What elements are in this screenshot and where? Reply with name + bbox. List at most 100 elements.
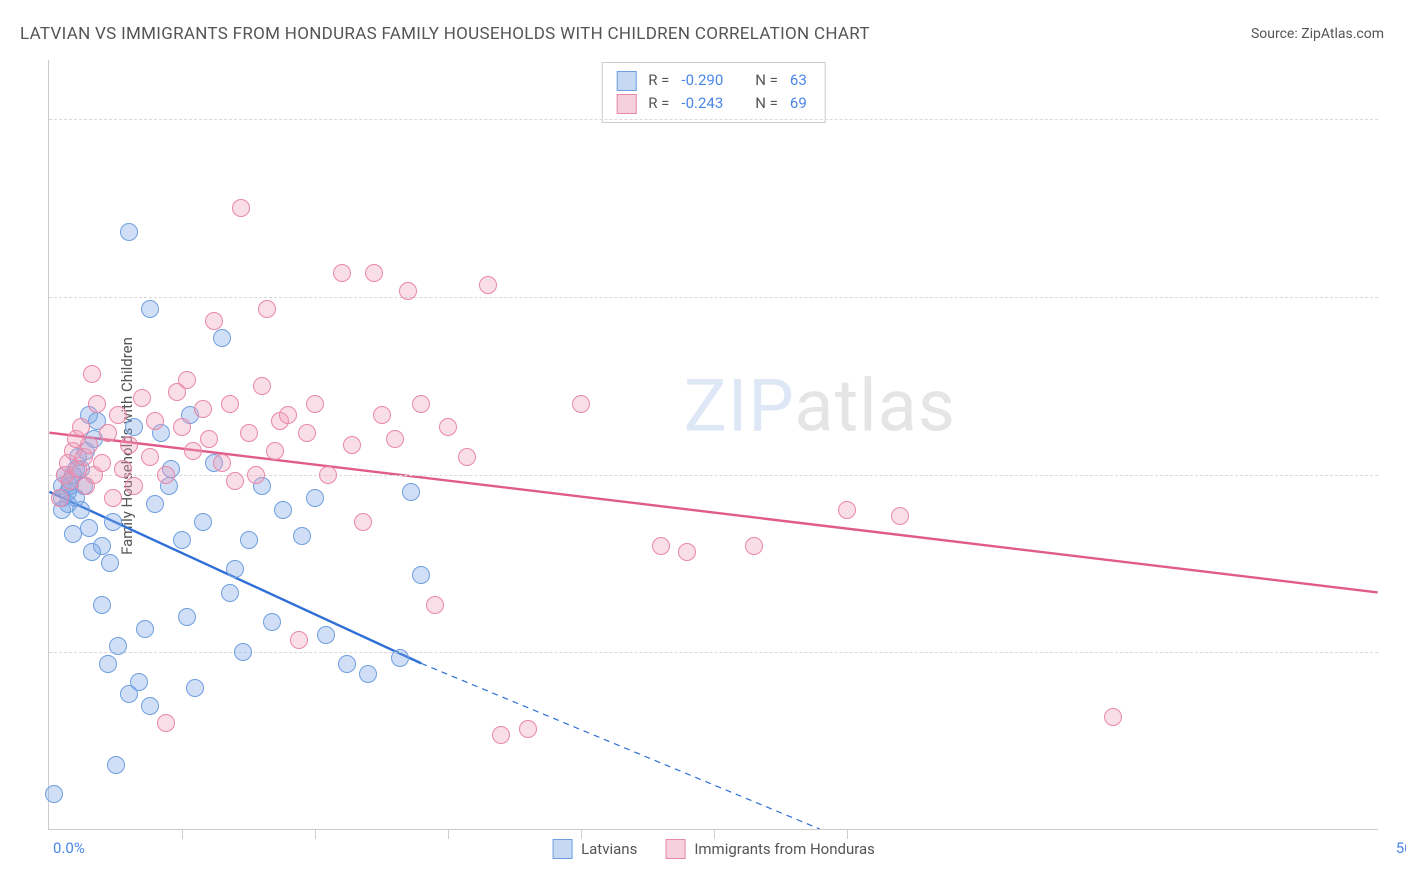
scatter-marker xyxy=(130,673,148,691)
scatter-marker xyxy=(141,300,159,318)
scatter-marker xyxy=(263,613,281,631)
watermark-zip: ZIP xyxy=(684,364,795,449)
scatter-marker xyxy=(412,395,430,413)
legend-swatch-honduras xyxy=(665,839,685,859)
scatter-marker xyxy=(114,460,132,478)
legend-label-latvians: Latvians xyxy=(581,840,637,858)
scatter-marker xyxy=(519,720,537,738)
scatter-marker xyxy=(99,655,117,673)
scatter-marker xyxy=(194,513,212,531)
stats-row-latvians: R = -0.290 N = 63 xyxy=(616,69,807,92)
n-value-latvians: 63 xyxy=(790,69,807,92)
scatter-marker xyxy=(104,489,122,507)
scatter-marker xyxy=(279,406,297,424)
scatter-marker xyxy=(572,395,590,413)
gridline-horizontal xyxy=(49,297,1378,298)
y-tick-label: 30.0% xyxy=(1388,466,1406,484)
scatter-marker xyxy=(402,483,420,501)
scatter-marker xyxy=(200,430,218,448)
n-label: N = xyxy=(755,92,778,115)
scatter-marker xyxy=(213,454,231,472)
x-minor-tick xyxy=(182,829,183,839)
scatter-marker xyxy=(178,371,196,389)
scatter-marker xyxy=(146,412,164,430)
x-minor-tick xyxy=(315,829,316,839)
gridline-horizontal xyxy=(49,119,1378,120)
scatter-marker xyxy=(891,507,909,525)
scatter-marker xyxy=(359,665,377,683)
scatter-marker xyxy=(439,418,457,436)
n-value-honduras: 69 xyxy=(790,92,807,115)
scatter-marker xyxy=(99,424,117,442)
scatter-marker xyxy=(240,531,258,549)
legend-label-honduras: Immigrants from Honduras xyxy=(694,840,875,858)
legend-item-honduras: Immigrants from Honduras xyxy=(665,839,875,859)
scatter-marker xyxy=(221,584,239,602)
r-label: R = xyxy=(648,92,669,115)
scatter-marker xyxy=(93,454,111,472)
scatter-marker xyxy=(125,477,143,495)
scatter-marker xyxy=(399,282,417,300)
scatter-marker xyxy=(234,643,252,661)
scatter-marker xyxy=(306,395,324,413)
scatter-marker xyxy=(319,466,337,484)
scatter-marker xyxy=(652,537,670,555)
scatter-marker xyxy=(253,377,271,395)
scatter-marker xyxy=(343,436,361,454)
scatter-marker xyxy=(51,489,69,507)
scatter-marker xyxy=(72,418,90,436)
source-attribution: Source: ZipAtlas.com xyxy=(1251,26,1384,42)
scatter-marker xyxy=(745,537,763,555)
trend-lines-layer xyxy=(49,60,1378,829)
scatter-marker xyxy=(247,466,265,484)
scatter-marker xyxy=(101,554,119,572)
r-value-honduras: -0.243 xyxy=(681,92,723,115)
scatter-marker xyxy=(426,596,444,614)
x-minor-tick xyxy=(714,829,715,839)
scatter-marker xyxy=(240,424,258,442)
scatter-marker xyxy=(373,406,391,424)
y-tick-label: 15.0% xyxy=(1388,643,1406,661)
chart-title: LATVIAN VS IMMIGRANTS FROM HONDURAS FAMI… xyxy=(20,24,870,44)
scatter-marker xyxy=(173,531,191,549)
scatter-marker xyxy=(107,756,125,774)
scatter-marker xyxy=(338,655,356,673)
trend-line-extrapolated xyxy=(421,663,819,829)
swatch-honduras xyxy=(616,94,636,114)
legend-item-latvians: Latvians xyxy=(552,839,637,859)
scatter-marker xyxy=(93,537,111,555)
scatter-marker xyxy=(391,649,409,667)
scatter-marker xyxy=(226,472,244,490)
scatter-plot-area: ZIPatlas R = -0.290 N = 63 R = -0.243 N … xyxy=(48,60,1378,830)
scatter-marker xyxy=(141,697,159,715)
scatter-marker xyxy=(88,395,106,413)
scatter-marker xyxy=(266,442,284,460)
watermark-atlas: atlas xyxy=(794,364,956,449)
scatter-marker xyxy=(157,466,175,484)
scatter-marker xyxy=(226,560,244,578)
swatch-latvians xyxy=(616,71,636,91)
scatter-marker xyxy=(354,513,372,531)
x-minor-tick xyxy=(448,829,449,839)
scatter-marker xyxy=(186,679,204,697)
scatter-marker xyxy=(221,395,239,413)
scatter-marker xyxy=(298,424,316,442)
scatter-marker xyxy=(492,726,510,744)
scatter-marker xyxy=(133,389,151,407)
legend-swatch-latvians xyxy=(552,839,572,859)
scatter-marker xyxy=(120,436,138,454)
scatter-marker xyxy=(479,276,497,294)
scatter-marker xyxy=(232,199,250,217)
trend-line xyxy=(49,433,1377,593)
scatter-marker xyxy=(93,596,111,614)
scatter-marker xyxy=(274,501,292,519)
scatter-marker xyxy=(194,400,212,418)
scatter-marker xyxy=(412,566,430,584)
scatter-marker xyxy=(293,527,311,545)
scatter-marker xyxy=(838,501,856,519)
scatter-marker xyxy=(178,608,196,626)
x-minor-tick xyxy=(847,829,848,839)
x-minor-tick xyxy=(581,829,582,839)
scatter-marker xyxy=(213,329,231,347)
scatter-marker xyxy=(386,430,404,448)
